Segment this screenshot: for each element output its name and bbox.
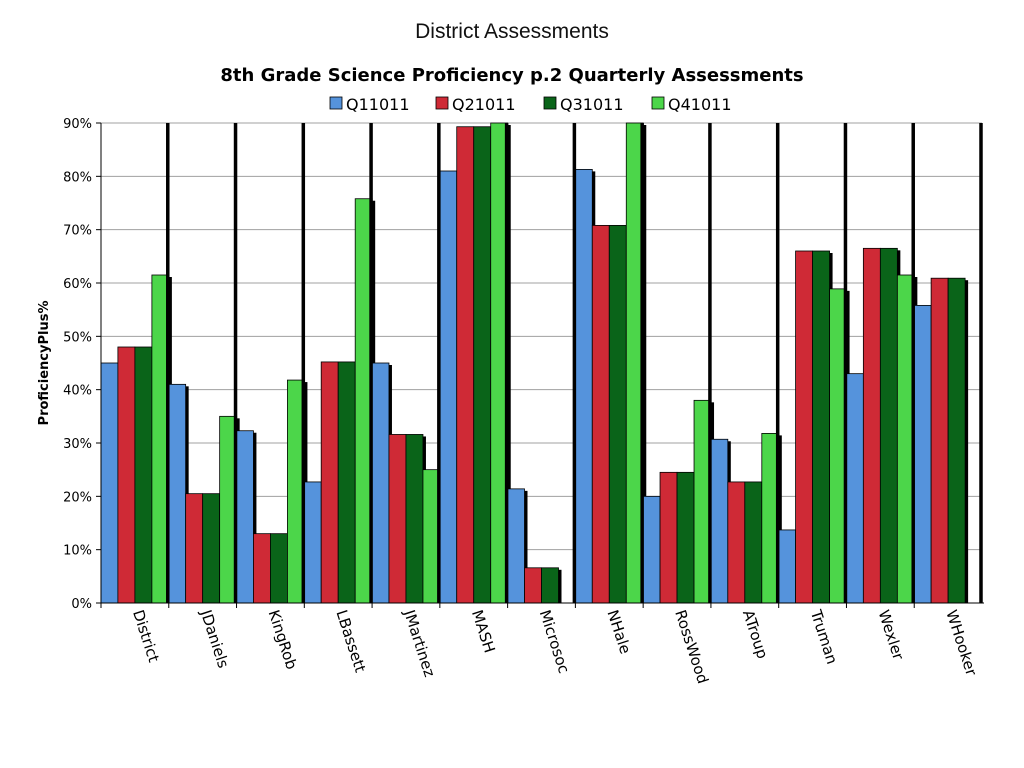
y-axis-ticks: 0% 10% 20% 30% 40% 50% 60% 70% 80% 90% [63, 117, 92, 612]
bar-Q11011-District [100, 362, 119, 604]
x-category-label: District [129, 608, 163, 665]
bar-Q11011-MASH [439, 170, 458, 604]
bar-Q31011-JDaniels [202, 493, 221, 604]
y-tick-label: 60% [63, 277, 92, 292]
x-category-label: Microsoc [536, 608, 573, 676]
bar-Q21011-Truman [795, 250, 813, 604]
y-tick-label: 20% [63, 490, 92, 505]
y-tick-label: 90% [63, 117, 92, 132]
legend: Q11011 Q21011 Q31011 Q41011 [329, 95, 732, 114]
legend-swatch-Q21011 [435, 96, 449, 110]
y-axis-label: ProficiencyPlus% [37, 301, 52, 426]
bar-Q21011-ATroup [727, 481, 746, 604]
legend-label-Q31011: Q31011 [560, 95, 624, 114]
x-category-label: LBassett [332, 608, 369, 675]
bar-Q31011-Wexler [879, 247, 898, 604]
x-category-label: JMartinez [400, 607, 439, 680]
bar-Q31011-ATroup [744, 481, 763, 604]
bar-Q11011-KingRob [236, 430, 254, 604]
bar-Q31011-Truman [812, 250, 830, 604]
legend-label-Q41011: Q41011 [668, 95, 732, 114]
bar-Q31011-RossWood [676, 471, 695, 604]
bar-Q31011-Microsoc [541, 567, 559, 604]
bar-Q31011-District [134, 346, 153, 604]
x-axis-categories: District JDaniels KingRob LBassett JMartinez… [129, 607, 981, 686]
bar-Q31011-KingRob [270, 533, 288, 604]
legend-label-Q21011: Q21011 [452, 95, 516, 114]
bar-Q21011-District [117, 346, 136, 604]
bar-Q11011-Microsoc [507, 488, 525, 604]
bar-Q11011-JMartinez [371, 362, 390, 604]
y-tick-label: 40% [63, 384, 92, 399]
axes [96, 122, 984, 608]
y-tick-label: 30% [63, 437, 92, 452]
y-tick-label: 50% [63, 330, 92, 345]
bar-Q11011-RossWood [642, 495, 661, 604]
bar-Q31011-NHale [608, 224, 627, 604]
y-tick-label: 10% [63, 544, 92, 559]
bar-Q21011-MASH [456, 126, 475, 604]
bar-Q21011-LBassett [320, 361, 339, 604]
bar-Q21011-JMartinez [388, 434, 407, 604]
bar-Q11011-NHale [574, 168, 593, 604]
chart-title: 8th Grade Science Proficiency p.2 Quarte… [220, 65, 803, 86]
x-category-label: WHooker [942, 608, 980, 679]
x-category-label: MASH [468, 608, 499, 655]
bar-Q31011-LBassett [337, 361, 356, 604]
legend-swatch-Q11011 [329, 96, 343, 110]
bar-Q21011-RossWood [659, 471, 678, 604]
x-category-label: Truman [806, 607, 841, 667]
bar-Q11011-Truman [778, 529, 796, 604]
bar-Q31011-MASH [473, 126, 492, 604]
bar-Q11011-Wexler [845, 373, 864, 604]
bar-Q31011-JMartinez [405, 434, 424, 604]
bar-Q21011-NHale [591, 224, 610, 604]
bar-Q21011-JDaniels [185, 493, 204, 604]
x-category-label: JDaniels [197, 607, 233, 671]
legend-swatch-Q31011 [543, 96, 557, 110]
x-category-label: Wexler [875, 608, 908, 663]
bar-Q11011-ATroup [710, 438, 729, 604]
bar-Q21011-WHooker [930, 277, 949, 604]
bar-Q21011-Wexler [862, 247, 881, 604]
bar-Q11011-LBassett [303, 481, 322, 604]
legend-swatch-Q41011 [651, 96, 665, 110]
x-category-label: RossWood [671, 608, 712, 686]
bar-Q11011-JDaniels [168, 383, 187, 604]
y-tick-label: 70% [63, 224, 92, 239]
y-tick-label: 80% [63, 170, 92, 185]
bar-Q21011-Microsoc [524, 567, 542, 604]
legend-label-Q11011: Q11011 [346, 95, 410, 114]
bar-Q31011-WHooker [947, 277, 966, 604]
slide-title: District Assessments [415, 20, 609, 43]
x-category-label: KingRob [265, 608, 301, 672]
y-tick-label: 0% [71, 597, 92, 612]
x-category-label: ATroup [739, 608, 772, 661]
x-category-label: NHale [603, 608, 634, 656]
bar-Q21011-KingRob [253, 533, 271, 604]
bar-Q11011-WHooker [913, 304, 932, 604]
